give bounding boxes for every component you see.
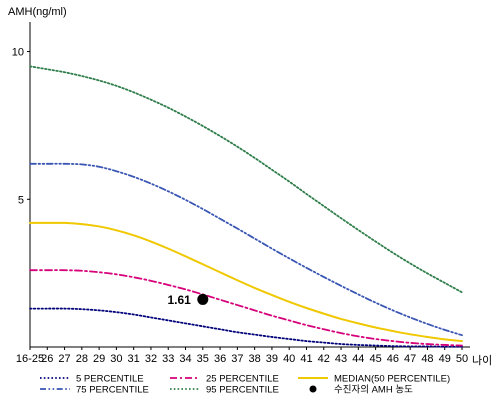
legend-label: 25 PERCENTILE <box>206 374 279 385</box>
series-line-5-percentile <box>29 307 463 348</box>
legend-label: 95 PERCENTILE <box>206 385 279 396</box>
series-line-95-percentile <box>29 65 463 294</box>
x-axis-title: 나이 <box>472 354 492 367</box>
legend-label: 75 PERCENTILE <box>76 385 149 396</box>
x-tick-label: 34 <box>179 353 191 365</box>
series-line-median-50-percentile <box>29 221 463 343</box>
x-tick-label: 27 <box>58 353 70 365</box>
x-tick-label: 26 <box>41 353 53 365</box>
x-tick-label: 44 <box>352 353 364 365</box>
x-tick-label: 50 <box>456 353 468 365</box>
highlight-layer: 1.61 <box>167 293 209 307</box>
x-tick-label: 30 <box>110 353 122 365</box>
x-tick-label: 35 <box>197 353 209 365</box>
series-layer <box>29 65 463 348</box>
x-tick-label: 48 <box>421 353 433 365</box>
legend-label: 수진자의 AMH 농도 <box>334 385 413 396</box>
patient-amh-point <box>197 293 209 305</box>
y-tick-label: 5 <box>18 194 24 206</box>
y-axis-ticks: 5 10 <box>12 47 30 206</box>
legend-swatch-dot <box>309 385 317 393</box>
x-tick-label: 49 <box>439 353 451 365</box>
x-tick-label: 38 <box>249 353 261 365</box>
x-tick-label: 29 <box>93 353 105 365</box>
x-tick-label: 47 <box>404 353 416 365</box>
y-axis-title: AMH(ng/ml) <box>8 6 67 18</box>
x-tick-label: 16-25 <box>16 353 44 365</box>
x-tick-label: 46 <box>387 353 399 365</box>
x-tick-label: 39 <box>266 353 278 365</box>
x-tick-label: 43 <box>335 353 347 365</box>
x-tick-label: 45 <box>369 353 381 365</box>
x-tick-label: 37 <box>231 353 243 365</box>
x-tick-label: 42 <box>318 353 330 365</box>
series-line-75-percentile <box>29 162 463 337</box>
x-tick-label: 28 <box>76 353 88 365</box>
legend: 5 PERCENTILE 25 PERCENTILE MEDIAN(50 PERCE… <box>40 374 450 396</box>
series-line-25-percentile <box>29 269 463 347</box>
y-tick-label: 10 <box>12 47 24 59</box>
x-tick-label: 40 <box>283 353 295 365</box>
x-tick-label: 36 <box>214 353 226 365</box>
legend-label: 5 PERCENTILE <box>76 374 144 385</box>
legend-label: MEDIAN(50 PERCENTILE) <box>334 374 450 385</box>
x-tick-label: 31 <box>128 353 140 365</box>
patient-amh-value-label: 1.61 <box>167 293 191 307</box>
x-tick-label: 41 <box>300 353 312 365</box>
x-tick-label: 33 <box>162 353 174 365</box>
x-tick-label: 32 <box>145 353 157 365</box>
